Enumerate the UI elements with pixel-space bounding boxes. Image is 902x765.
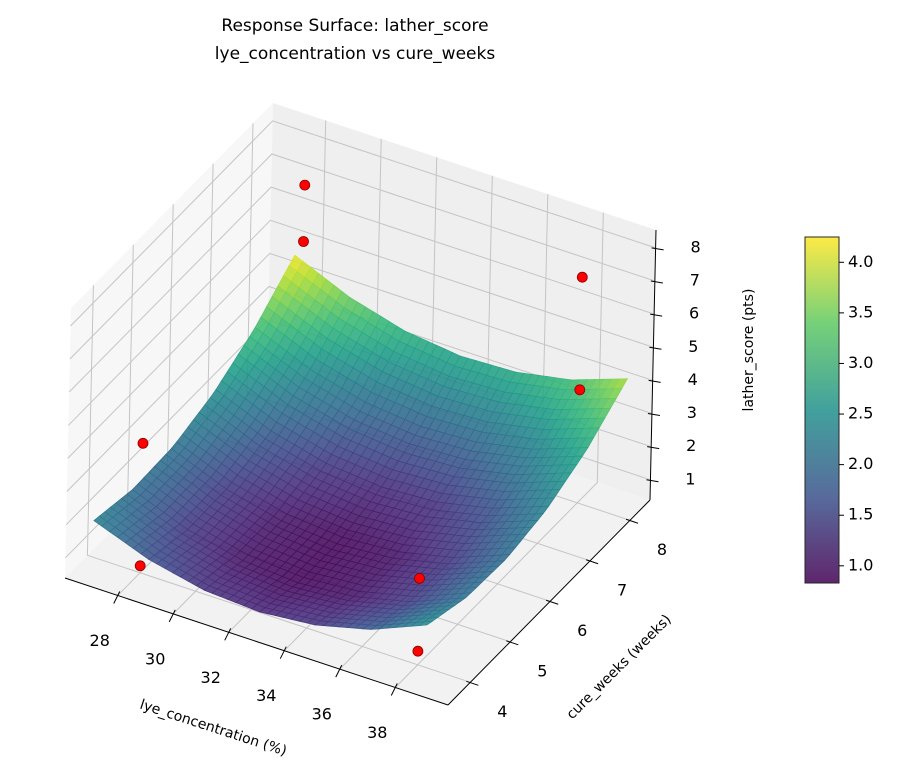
y-tick-label: 5 xyxy=(537,661,547,680)
z-tick xyxy=(648,379,661,383)
z-gridline xyxy=(69,153,656,360)
left-pane xyxy=(65,103,273,578)
z-tick xyxy=(650,313,663,317)
x-tick xyxy=(279,646,287,659)
x-tick-label: 28 xyxy=(90,631,110,650)
data-point xyxy=(299,179,311,191)
data-point xyxy=(576,271,588,283)
y-tick xyxy=(585,559,599,565)
y-tick xyxy=(625,518,639,524)
x-tick-label: 32 xyxy=(201,668,221,687)
y-tick-label: 6 xyxy=(577,621,587,640)
z-gridline xyxy=(67,252,653,459)
y-tick xyxy=(466,680,479,686)
x-tick xyxy=(224,628,232,641)
z-gridline xyxy=(68,186,655,393)
data-point xyxy=(574,384,586,396)
y-tick-label: 8 xyxy=(657,540,667,559)
x-tick-label: 38 xyxy=(367,723,387,742)
y-tick-label: 7 xyxy=(617,580,627,599)
chart-title-line-1: Response Surface: lather_score xyxy=(221,16,488,36)
data-point xyxy=(298,236,309,247)
x-tick-label: 30 xyxy=(145,649,165,668)
x-tick xyxy=(168,609,176,623)
z-axis-label: lather_score (pts) xyxy=(741,289,757,412)
z-tick-label: 5 xyxy=(688,337,698,356)
colorbar-tick-label: 2.0 xyxy=(848,454,873,473)
colorbar-tick-label: 1.0 xyxy=(848,555,873,574)
data-point xyxy=(137,437,149,449)
z-tick-label: 3 xyxy=(687,403,697,422)
x-gridline xyxy=(394,212,604,688)
z-tick-label: 6 xyxy=(689,304,699,323)
z-tick-label: 4 xyxy=(688,370,698,389)
colorbar-tick-label: 2.5 xyxy=(848,404,873,423)
z-tick xyxy=(647,446,660,450)
visible-points xyxy=(137,179,588,584)
z-axis-line xyxy=(649,229,657,501)
y-axis-line xyxy=(447,499,651,706)
y-tick-label: 4 xyxy=(497,702,507,721)
z-tick xyxy=(649,346,662,350)
z-tick xyxy=(646,479,659,483)
z-tick-label: 7 xyxy=(690,271,700,290)
chart-title-line-2: lye_concentration vs cure_weeks xyxy=(215,44,496,64)
z-gridline xyxy=(66,285,653,492)
data-point xyxy=(134,560,146,572)
z-tick xyxy=(651,247,664,251)
x-tick xyxy=(390,683,398,696)
colorbar-tick-label: 3.5 xyxy=(848,302,873,321)
z-gridline xyxy=(70,120,656,327)
x-tick-label: 36 xyxy=(312,705,332,724)
x-axis-label: lye_concentration (%) xyxy=(138,697,289,760)
colorbar-tick-label: 1.5 xyxy=(848,505,873,524)
y-gridline xyxy=(86,285,471,683)
x-tick xyxy=(335,664,343,678)
data-point xyxy=(412,645,424,657)
colorbar-tick-label: 3.0 xyxy=(848,353,873,372)
hidden-points xyxy=(134,560,424,657)
z-tick xyxy=(647,413,661,417)
x-tick xyxy=(113,591,121,604)
x-axis-line xyxy=(64,577,449,706)
colorbar-tick-label: 4.0 xyxy=(848,252,873,271)
colorbar-ticks: 1.0 1.5 2.0 2.5 3.0 3.5 4.0 xyxy=(839,252,873,574)
data-point xyxy=(414,573,425,584)
y-tick xyxy=(506,640,519,646)
z-tick-label: 8 xyxy=(691,237,701,256)
response-surface xyxy=(93,254,629,630)
z-tick xyxy=(650,280,663,284)
z-gridline xyxy=(68,219,654,426)
surface-patch xyxy=(417,620,434,627)
x-tick-label: 34 xyxy=(256,686,276,705)
y-tick xyxy=(546,599,559,605)
z-tick-label: 2 xyxy=(686,436,696,455)
colorbar xyxy=(804,236,840,584)
z-tick-label: 1 xyxy=(685,469,695,488)
